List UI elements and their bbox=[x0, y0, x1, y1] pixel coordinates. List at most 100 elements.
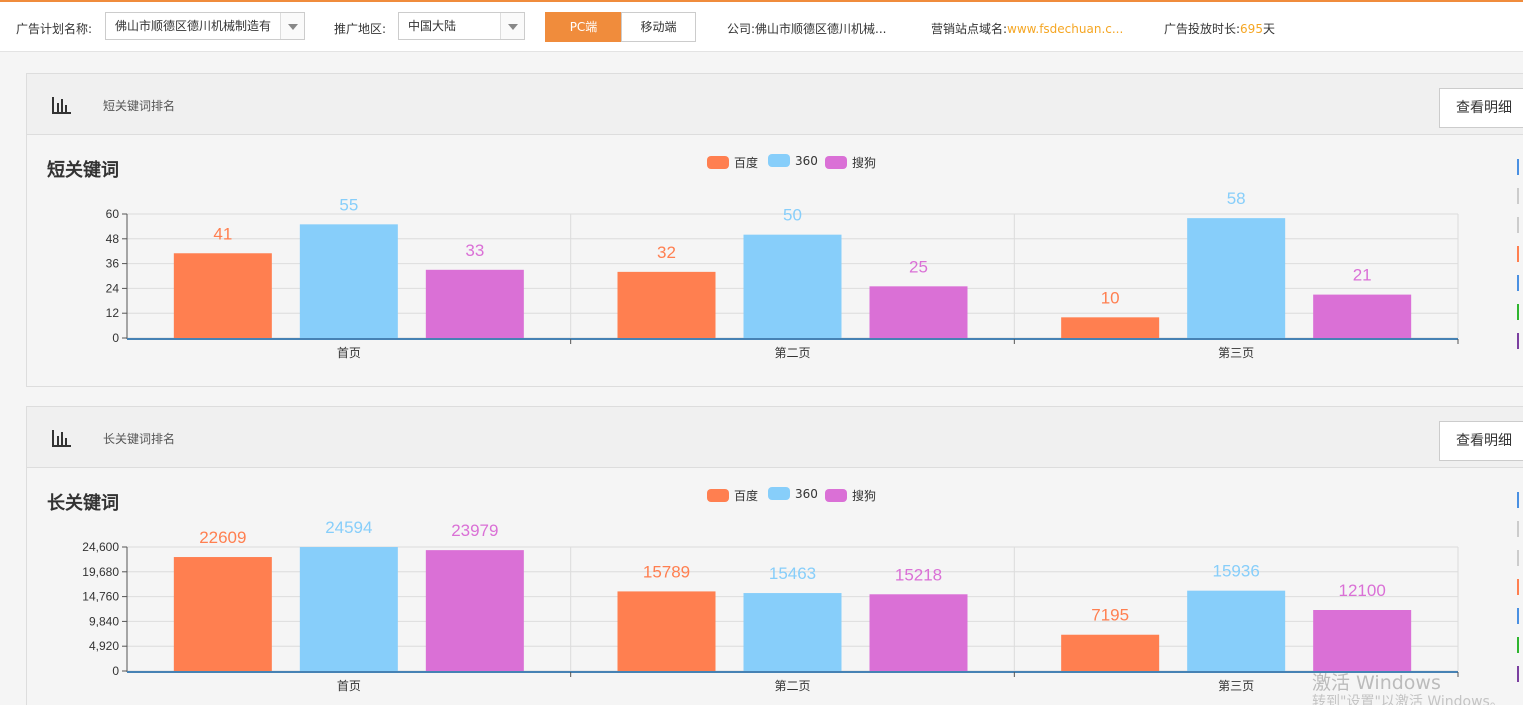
bar bbox=[173, 253, 272, 338]
domain-label: 营销站点域名: bbox=[931, 22, 1008, 36]
line-icon[interactable] bbox=[1517, 579, 1523, 595]
x-tick-label: 第三页 bbox=[1218, 679, 1254, 693]
legend-item-sogou[interactable]: 搜狗 bbox=[825, 487, 876, 504]
duration-unit: 天 bbox=[1262, 22, 1275, 36]
y-tick-label: 48 bbox=[106, 232, 120, 246]
bar bbox=[617, 271, 716, 338]
refresh-icon[interactable] bbox=[1517, 637, 1523, 653]
bar-icon[interactable] bbox=[1517, 608, 1523, 624]
bar-value-label: 58 bbox=[1227, 189, 1246, 208]
legend-item-baidu[interactable]: 百度 bbox=[707, 154, 758, 171]
x-tick-label: 第三页 bbox=[1218, 346, 1254, 360]
x-tick-label: 首页 bbox=[337, 346, 361, 360]
region-select-value: 中国大陆 bbox=[408, 19, 457, 33]
bar-chart-icon bbox=[52, 430, 71, 447]
bar-value-label: 23979 bbox=[451, 521, 498, 540]
domain-info: 营销站点域名:www.fsdechuan.c... bbox=[931, 20, 1123, 37]
company-label: 公司: bbox=[727, 22, 756, 36]
line-icon[interactable] bbox=[1517, 246, 1523, 262]
panel-title: 长关键词排名 bbox=[103, 432, 176, 446]
y-tick-label: 24,600 bbox=[82, 540, 119, 554]
tiled-icon[interactable] bbox=[1517, 217, 1523, 233]
short-keyword-chart: 0 12 24 36 48 60 首页 41 55 33 第二页 32 50 25 第三页 10 58 21 bbox=[106, 189, 1459, 360]
legend-item-360[interactable]: 360 bbox=[768, 154, 818, 168]
bar-value-label: 25 bbox=[909, 257, 928, 276]
chevron-down-icon[interactable] bbox=[280, 13, 304, 39]
tab-mobile[interactable]: 移动端 bbox=[621, 12, 696, 42]
legend-item-sogou[interactable]: 搜狗 bbox=[825, 154, 876, 171]
bar-value-label: 15463 bbox=[769, 564, 816, 583]
tab-pc[interactable]: PC端 bbox=[545, 12, 622, 42]
bar bbox=[617, 591, 716, 671]
chart-toolbox[interactable] bbox=[1517, 492, 1523, 695]
legend-label: 百度 bbox=[734, 156, 759, 170]
bar bbox=[1061, 317, 1160, 338]
y-tick-label: 36 bbox=[106, 257, 120, 271]
line-chart-icon[interactable] bbox=[1517, 159, 1523, 175]
region-select[interactable]: 中国大陆 bbox=[398, 12, 525, 40]
bar-value-label: 50 bbox=[783, 206, 802, 225]
legend-label: 百度 bbox=[734, 489, 759, 503]
bar-value-label: 32 bbox=[657, 243, 676, 262]
bar bbox=[299, 224, 398, 338]
legend-swatch bbox=[825, 156, 847, 169]
save-image-icon[interactable] bbox=[1517, 666, 1523, 682]
chart-title: 长关键词 bbox=[47, 493, 119, 514]
line-chart-icon[interactable] bbox=[1517, 492, 1523, 508]
panel-header: 长关键词排名 查看明细 bbox=[27, 407, 1523, 468]
bar bbox=[173, 557, 272, 671]
bar bbox=[425, 550, 524, 671]
save-image-icon[interactable] bbox=[1517, 333, 1523, 349]
legend-item-360[interactable]: 360 bbox=[768, 487, 818, 501]
bar-value-label: 41 bbox=[213, 224, 232, 243]
bar-value-label: 21 bbox=[1353, 266, 1372, 285]
bar-value-label: 55 bbox=[339, 195, 358, 214]
bar-value-label: 22609 bbox=[199, 528, 246, 547]
plan-label: 广告计划名称: bbox=[16, 22, 93, 36]
y-tick-label: 19,680 bbox=[82, 565, 119, 579]
bar bbox=[1187, 218, 1286, 338]
y-tick-label: 4,920 bbox=[89, 639, 119, 653]
tiled-icon[interactable] bbox=[1517, 550, 1523, 566]
bar bbox=[1313, 610, 1412, 671]
bar-icon[interactable] bbox=[1517, 275, 1523, 291]
view-detail-button[interactable]: 查看明细 bbox=[1439, 421, 1523, 461]
legend-label: 360 bbox=[795, 154, 818, 168]
x-tick-label: 第二页 bbox=[774, 346, 810, 360]
bar bbox=[1187, 590, 1286, 671]
short-keyword-panel: 短关键词排名 查看明细 短关键词 百度 360 搜狗 0 12 24 36 48 60 首页… bbox=[26, 73, 1523, 387]
y-tick-label: 12 bbox=[106, 306, 120, 320]
chart-toolbox[interactable] bbox=[1517, 159, 1523, 362]
panel-title: 短关键词排名 bbox=[103, 99, 176, 113]
chevron-down-icon[interactable] bbox=[500, 13, 524, 39]
activation-watermark-hint: 转到"设置"以激活 Windows。 bbox=[1312, 694, 1504, 705]
plan-select[interactable]: 佛山市顺德区德川机械制造有 bbox=[105, 12, 305, 40]
duration-value: 695 bbox=[1240, 22, 1263, 36]
stack-icon[interactable] bbox=[1517, 521, 1523, 537]
refresh-icon[interactable] bbox=[1517, 304, 1523, 320]
bar-chart-icon bbox=[52, 97, 71, 114]
x-tick-label: 首页 bbox=[337, 679, 361, 693]
plan-select-value: 佛山市顺德区德川机械制造有 bbox=[115, 19, 272, 33]
bar bbox=[869, 286, 968, 338]
long-keyword-panel: 长关键词排名 查看明细 长关键词 百度 360 搜狗 0 4,920 9,840 14… bbox=[26, 406, 1523, 705]
bar-value-label: 24594 bbox=[325, 518, 372, 537]
y-tick-label: 24 bbox=[106, 281, 120, 295]
duration-label: 广告投放时长: bbox=[1164, 22, 1241, 36]
legend-item-baidu[interactable]: 百度 bbox=[707, 487, 758, 504]
stack-icon[interactable] bbox=[1517, 188, 1523, 204]
view-detail-button[interactable]: 查看明细 bbox=[1439, 88, 1523, 128]
chart-title: 短关键词 bbox=[47, 160, 119, 181]
company-info: 公司:佛山市顺德区德川机械... bbox=[727, 20, 887, 37]
x-tick-label: 第二页 bbox=[774, 679, 810, 693]
domain-value[interactable]: www.fsdechuan.c... bbox=[1007, 22, 1124, 36]
bar-value-label: 15218 bbox=[895, 565, 942, 584]
bar-value-label: 7195 bbox=[1091, 606, 1129, 625]
y-tick-label: 9,840 bbox=[89, 614, 119, 628]
legend-label: 搜狗 bbox=[852, 489, 877, 503]
legend-swatch bbox=[768, 154, 790, 167]
y-tick-label: 14,760 bbox=[82, 590, 119, 604]
y-tick-label: 0 bbox=[112, 331, 119, 345]
bar bbox=[1313, 294, 1412, 338]
